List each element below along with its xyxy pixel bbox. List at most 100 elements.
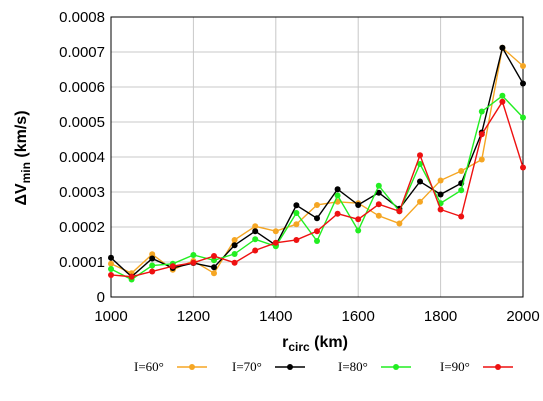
x-axis-label-sub: circ xyxy=(288,340,310,354)
data-point xyxy=(334,186,341,193)
data-point xyxy=(478,131,485,138)
x-axis-label-main: r xyxy=(282,334,288,351)
data-point xyxy=(417,152,423,159)
data-point xyxy=(252,247,259,254)
legend-label: I=80° xyxy=(338,359,368,374)
data-point xyxy=(520,114,526,121)
x-axis-label-unit: (km) xyxy=(310,334,348,351)
y-axis: 0 0.0001 0.0002 0.0003 0.0004 0.0005 0.0006 0.0… xyxy=(59,9,105,306)
data-point xyxy=(231,236,238,243)
y-tick-label: 0.0006 xyxy=(59,79,105,96)
x-tick-label: 2000 xyxy=(506,308,539,325)
y-axis-label-sub: min xyxy=(19,162,33,183)
data-point xyxy=(355,216,362,223)
data-point xyxy=(149,268,156,275)
legend-item: I=90° xyxy=(440,359,513,374)
data-point xyxy=(211,253,217,260)
data-point xyxy=(314,238,320,244)
data-point xyxy=(375,201,382,208)
legend-marker xyxy=(189,364,195,370)
legend-item: I=60° xyxy=(134,359,207,374)
data-point xyxy=(293,210,300,216)
data-point xyxy=(169,263,176,270)
data-point xyxy=(355,227,362,234)
data-point xyxy=(375,189,382,196)
data-point xyxy=(231,242,238,249)
data-point xyxy=(417,161,423,167)
data-point xyxy=(375,212,382,219)
data-point xyxy=(437,191,444,198)
series-3 xyxy=(108,92,526,283)
y-tick-label: 0.0004 xyxy=(59,149,105,166)
legend-item: I=80° xyxy=(338,359,411,374)
data-point xyxy=(334,192,341,199)
data-point xyxy=(437,206,444,213)
y-tick-label: 0.0002 xyxy=(59,219,105,236)
data-point xyxy=(211,257,217,264)
x-tick-label: 1400 xyxy=(259,308,292,325)
legend-label: I=60° xyxy=(134,359,164,374)
data-point xyxy=(396,220,403,227)
data-point xyxy=(478,156,485,163)
data-point xyxy=(293,202,300,209)
data-point xyxy=(190,259,197,266)
data-point xyxy=(252,228,259,235)
y-tick-label: 0 xyxy=(97,289,105,306)
legend-label: I=90° xyxy=(440,359,470,374)
data-point xyxy=(499,44,506,51)
data-point xyxy=(231,250,238,257)
y-axis-label-main: ΔV xyxy=(13,183,30,206)
data-point xyxy=(437,177,444,184)
data-point xyxy=(149,255,156,262)
data-point xyxy=(272,239,279,246)
x-tick-label: 1000 xyxy=(94,308,127,325)
data-point xyxy=(293,236,300,243)
legend-label: I=70° xyxy=(232,359,262,374)
data-point xyxy=(520,80,526,87)
x-axis-label: rcirc (km) xyxy=(282,334,348,354)
data-point xyxy=(252,223,259,230)
data-point xyxy=(520,63,526,69)
data-point xyxy=(314,215,320,222)
data-point xyxy=(458,187,465,194)
data-point xyxy=(417,198,423,205)
data-point xyxy=(252,236,259,243)
series-4 xyxy=(108,98,526,280)
y-axis-label-unit: (km/s) xyxy=(13,110,30,162)
data-point xyxy=(499,98,506,105)
y-tick-label: 0.0007 xyxy=(59,44,105,61)
x-tick-label: 1200 xyxy=(177,308,210,325)
data-point xyxy=(231,259,238,266)
data-point xyxy=(458,213,465,220)
data-point xyxy=(108,271,114,278)
y-tick-label: 0.0008 xyxy=(59,9,105,26)
data-point xyxy=(108,254,114,261)
legend-marker xyxy=(393,364,399,370)
y-tick-label: 0.0003 xyxy=(59,184,105,201)
y-axis-label: ΔVmin (km/s) xyxy=(13,110,33,205)
data-point xyxy=(149,251,156,258)
data-point xyxy=(314,228,320,235)
x-axis: 1000 1200 1400 1600 1800 2000 xyxy=(94,308,539,325)
data-point xyxy=(190,252,197,258)
data-point xyxy=(293,221,300,228)
data-point xyxy=(211,270,217,277)
x-tick-label: 1600 xyxy=(342,308,375,325)
data-point xyxy=(334,210,341,217)
data-point xyxy=(211,264,217,271)
series-layer xyxy=(108,44,526,283)
data-point xyxy=(108,266,114,272)
data-point xyxy=(272,228,279,235)
legend-marker xyxy=(287,364,293,370)
y-tick-label: 0.0005 xyxy=(59,114,105,131)
data-point xyxy=(375,182,382,189)
data-point xyxy=(417,178,423,185)
plot-frame xyxy=(110,16,524,298)
x-tick-label: 1800 xyxy=(424,308,457,325)
data-point xyxy=(458,168,465,174)
legend-item: I=70° xyxy=(232,359,305,374)
legend-marker xyxy=(495,364,501,370)
data-point xyxy=(128,273,135,280)
